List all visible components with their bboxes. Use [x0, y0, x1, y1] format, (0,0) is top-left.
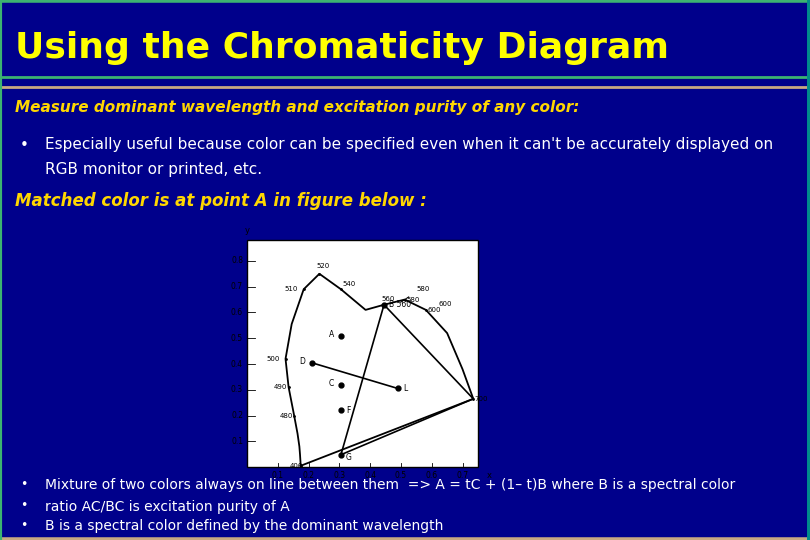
- Text: 700: 700: [475, 396, 488, 402]
- Text: 0.1: 0.1: [272, 471, 284, 481]
- Text: L: L: [403, 384, 407, 393]
- Text: D: D: [300, 357, 305, 366]
- Text: 480: 480: [279, 413, 292, 418]
- Text: 0.6: 0.6: [231, 308, 243, 317]
- Text: RGB monitor or printed, etc.: RGB monitor or printed, etc.: [45, 162, 262, 177]
- Text: 600: 600: [438, 301, 451, 307]
- Text: 520: 520: [317, 262, 330, 269]
- Text: Matched color is at point A in figure below :: Matched color is at point A in figure be…: [15, 192, 426, 210]
- Text: 0.3: 0.3: [231, 385, 243, 394]
- Text: C: C: [329, 379, 334, 388]
- Text: 0.7: 0.7: [231, 282, 243, 291]
- Text: 560: 560: [382, 296, 394, 302]
- Text: 540: 540: [343, 281, 356, 287]
- Text: 0.7: 0.7: [457, 471, 468, 481]
- Text: 600: 600: [427, 307, 441, 313]
- Text: 0.2: 0.2: [231, 411, 243, 420]
- FancyBboxPatch shape: [247, 240, 478, 467]
- Text: 0.2: 0.2: [303, 471, 314, 481]
- Text: 510: 510: [285, 286, 298, 292]
- Text: Using the Chromaticity Diagram: Using the Chromaticity Diagram: [15, 31, 668, 64]
- Text: 0.4: 0.4: [231, 360, 243, 368]
- Text: x: x: [487, 471, 492, 481]
- Text: G: G: [346, 453, 352, 462]
- Text: 580: 580: [417, 286, 430, 292]
- Text: y: y: [245, 226, 249, 235]
- Text: •: •: [20, 519, 28, 532]
- Text: A: A: [329, 330, 334, 339]
- Text: Mixture of two colors always on line between them  => A = tC + (1– t)B where B i: Mixture of two colors always on line bet…: [45, 478, 735, 492]
- Text: F: F: [346, 406, 350, 415]
- Text: 400: 400: [290, 463, 303, 469]
- Text: 490: 490: [274, 384, 288, 390]
- Text: B is a spectral color defined by the dominant wavelength: B is a spectral color defined by the dom…: [45, 519, 443, 534]
- Text: •: •: [20, 478, 28, 491]
- Text: 0.8: 0.8: [231, 256, 243, 266]
- Text: B 560: B 560: [389, 300, 411, 309]
- Text: Especially useful because color can be specified even when it can't be accuratel: Especially useful because color can be s…: [45, 137, 773, 152]
- Text: 0.1: 0.1: [231, 437, 243, 446]
- Text: 500: 500: [266, 356, 280, 362]
- Text: 0.3: 0.3: [334, 471, 345, 481]
- Text: 0.4: 0.4: [364, 471, 376, 481]
- Text: 580: 580: [406, 296, 420, 302]
- Text: •: •: [20, 138, 29, 153]
- Text: ratio AC/BC is excitation purity of A: ratio AC/BC is excitation purity of A: [45, 500, 289, 514]
- Text: 0.6: 0.6: [426, 471, 437, 481]
- Text: 0.5: 0.5: [231, 334, 243, 343]
- Text: Measure dominant wavelength and excitation purity of any color:: Measure dominant wavelength and excitati…: [15, 100, 579, 115]
- Text: •: •: [20, 500, 28, 512]
- Text: 0.5: 0.5: [395, 471, 407, 481]
